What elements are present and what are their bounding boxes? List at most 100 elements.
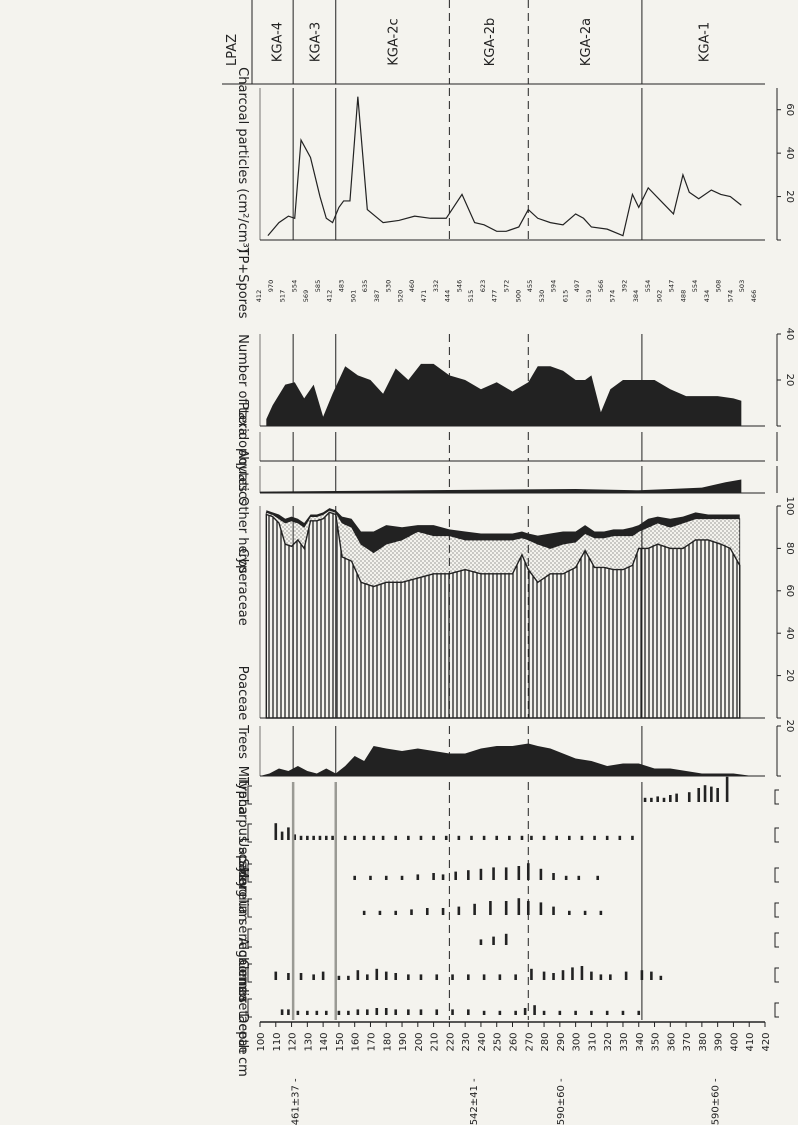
depth-tick-label: 390 [714, 1032, 725, 1051]
depth-tick-label: 380 [698, 1032, 709, 1051]
summary-scale-label: 60 [784, 584, 795, 597]
taxon-bar [347, 1010, 350, 1015]
taxon-bar [526, 863, 530, 880]
taxon-bar [479, 939, 483, 945]
depth-tick-label: 190 [398, 1032, 409, 1051]
charcoal-scale-label: 60 [784, 103, 795, 116]
count-value: 460 [408, 280, 416, 292]
depth-tick-label: 120 [288, 1032, 299, 1051]
taxon-end-bracket [774, 827, 779, 843]
count-value: 332 [432, 280, 440, 292]
taxon-bar [669, 795, 672, 802]
trees-scale-label: 20 [784, 720, 795, 733]
charcoal-scale-label: 20 [784, 190, 795, 203]
taxon-bar [514, 974, 517, 980]
taxon-bar [394, 1009, 398, 1015]
taxon-bar [400, 875, 404, 880]
depth-tick-label: 280 [540, 1032, 551, 1051]
taxon-bar [564, 875, 568, 880]
aquatics-panel: Aquatics [235, 449, 778, 505]
taxon-label: Uapaca [235, 838, 250, 887]
taxon-bar [287, 1009, 290, 1015]
lpaz-zone-label: KGA-3 [308, 22, 323, 62]
count-value: 455 [526, 280, 534, 292]
count-value: 412 [326, 290, 334, 302]
lpaz-zone-label: KGA-2b [483, 18, 498, 66]
taxon-scale-bracket [247, 963, 252, 983]
count-value: 515 [467, 290, 475, 302]
taxon-bar [675, 793, 678, 802]
summary-scale-label: 100 [784, 496, 795, 515]
summary-scale-label: 80 [784, 542, 795, 555]
depth-tick-label: 350 [651, 1032, 662, 1051]
taxon-bar [583, 910, 587, 915]
depth-tick-label: 330 [619, 1032, 630, 1051]
taxon-bar [555, 835, 558, 840]
taxon-bar [517, 866, 521, 880]
taxon-bar [366, 1009, 369, 1015]
pteridophytes-panel: Pteridophytes [235, 402, 778, 492]
depth-tick-label: 420 [761, 1032, 772, 1051]
count-value: 497 [573, 280, 581, 292]
taxon-bar [274, 823, 278, 840]
taxon-bar [312, 974, 315, 980]
taxon-bar [593, 835, 596, 840]
taxon-bar [482, 974, 486, 980]
taxon-bar [432, 873, 435, 880]
taxon-bar [280, 831, 284, 840]
taxon-bar [375, 968, 379, 980]
taxon-bar [416, 874, 420, 880]
taxon-bar [552, 873, 555, 880]
taxon-bar [407, 1009, 410, 1015]
taxon-bar [605, 835, 609, 840]
lpaz-zone-label: KGA-1 [697, 22, 712, 62]
taxon-bar [716, 788, 719, 802]
taxon-bar [375, 1008, 379, 1015]
taxon-bar [498, 1010, 502, 1015]
taxon-bar [539, 902, 543, 915]
depth-tick-label: 340 [635, 1032, 646, 1051]
count-value: 585 [314, 280, 322, 292]
count-value: 554 [290, 280, 298, 292]
taxon-bar [312, 835, 315, 840]
trees-area [260, 743, 753, 776]
taxon-bar [419, 835, 423, 840]
taxon-bar [378, 910, 382, 915]
taxon-bar [394, 973, 398, 980]
taxon-bar [542, 971, 546, 980]
depth-tick-label: 180 [382, 1032, 393, 1051]
taxa-count-scale-label: 40 [784, 328, 795, 341]
taxon-bar [605, 1010, 609, 1015]
count-value: 547 [668, 280, 676, 292]
date-label: 7590±60 - [556, 1078, 567, 1125]
taxa-count-panel: Number of taxa 20 40 [235, 328, 795, 436]
count-value: 503 [738, 280, 746, 292]
taxon-bar [457, 835, 461, 840]
trees-label: Trees [235, 724, 250, 759]
taxon-bar [362, 835, 366, 840]
taxon-bar [356, 1009, 360, 1015]
taxon-scale-bracket [247, 928, 252, 948]
count-value: 519 [585, 290, 593, 302]
count-value: 635 [361, 280, 369, 292]
taxon-bar [656, 796, 659, 802]
pteridophytes-label: Pteridophytes [235, 402, 250, 492]
taxon-bar [523, 1008, 527, 1015]
taxon-bar [444, 835, 448, 840]
lpaz-panel: LPAZ KGA-4 KGA-3 KGA-2c KGA-2b KGA-2a KGA-1 [222, 0, 765, 85]
taxon-bar [407, 974, 410, 980]
taxon-bar [580, 835, 584, 840]
lpaz-zone-label: KGA-2a [579, 18, 594, 66]
charcoal-panel: Charcoal particles (cm²/cm³) 20 40 60 [235, 67, 795, 253]
taxon-bar [384, 1008, 388, 1015]
poaceae-label: Poaceae [235, 666, 250, 720]
taxon-bar [596, 875, 600, 880]
taxon-bar [558, 1010, 562, 1015]
taxon-bar [407, 835, 410, 840]
count-value: 554 [644, 280, 652, 292]
taxon-bar [280, 1009, 284, 1015]
taxon-bar [384, 875, 388, 880]
depth-tick-label: 300 [572, 1032, 583, 1051]
